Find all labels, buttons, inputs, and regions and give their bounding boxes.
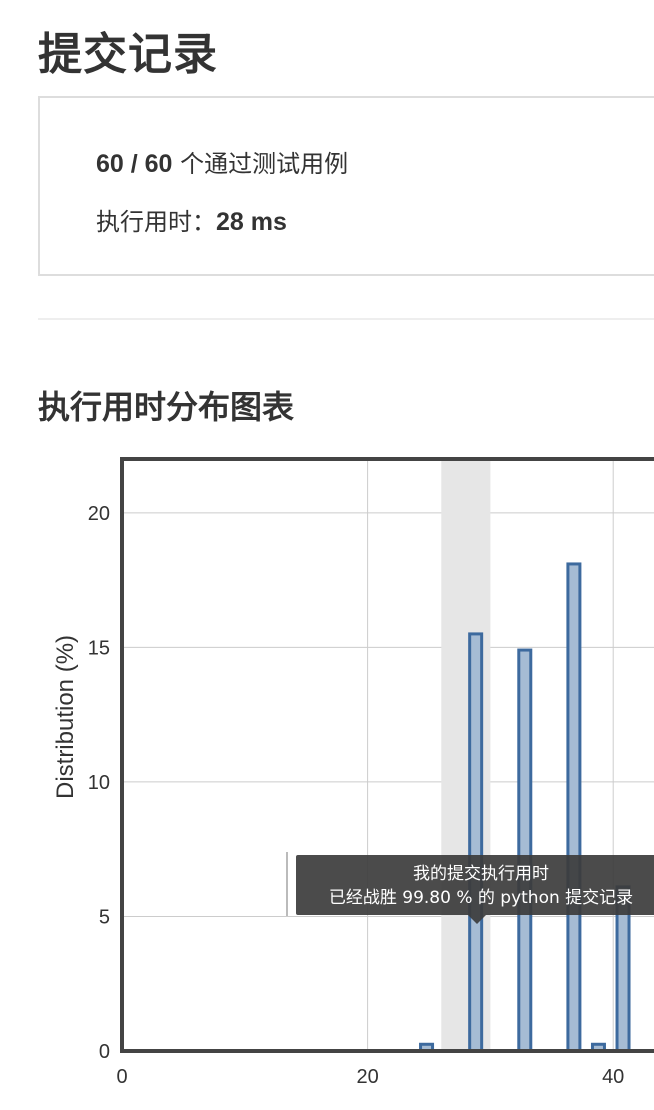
x-tick-label: 40 bbox=[602, 1066, 624, 1088]
plot-frame bbox=[120, 457, 654, 1053]
passed-suffix: 个通过测试用例 bbox=[172, 150, 349, 178]
section-divider bbox=[38, 318, 654, 320]
submission-result-panel: 60 / 60 个通过测试用例 执行用时：28 ms bbox=[38, 96, 654, 276]
y-tick-label: 15 bbox=[88, 637, 110, 659]
runtime-distribution-chart: 0 5 10 15 20 0 20 40 Distribution (%) bbox=[0, 440, 654, 1110]
y-axis-title: Distribution (%) bbox=[52, 635, 79, 799]
y-tick-label: 0 bbox=[99, 1041, 110, 1063]
y-tick-label: 5 bbox=[99, 906, 110, 928]
passed-count: 60 / 60 bbox=[96, 150, 173, 178]
runtime-label: 执行用时： bbox=[96, 208, 216, 236]
y-tick-label: 20 bbox=[88, 503, 110, 525]
distribution-bar[interactable] bbox=[517, 648, 533, 1053]
runtime-value: 28 ms bbox=[216, 208, 287, 236]
tooltip-edge bbox=[286, 852, 298, 916]
chart-section-title: 执行用时分布图表 bbox=[38, 388, 295, 426]
x-tick-label: 0 bbox=[116, 1066, 127, 1088]
runtime-tooltip: 我的提交执行用时 已经战胜 99.80 % 的 python 提交记录 bbox=[296, 855, 654, 915]
test-cases-summary: 60 / 60 个通过测试用例 bbox=[96, 144, 348, 179]
tick-layer: 0 5 10 15 20 0 20 40 bbox=[88, 503, 625, 1088]
runtime-summary: 执行用时：28 ms bbox=[96, 202, 287, 237]
page-title: 提交记录 bbox=[38, 29, 218, 80]
chart-svg: 0 5 10 15 20 0 20 40 Distribution (%) bbox=[52, 457, 654, 1088]
distribution-bar[interactable] bbox=[566, 562, 582, 1053]
distribution-bar[interactable] bbox=[468, 632, 484, 1053]
tooltip-line-1: 我的提交执行用时 bbox=[413, 864, 549, 884]
y-tick-label: 10 bbox=[88, 772, 110, 794]
tooltip-line-2: 已经战胜 99.80 % 的 python 提交记录 bbox=[328, 888, 634, 908]
x-tick-label: 20 bbox=[356, 1066, 378, 1088]
tooltip-arrow bbox=[468, 915, 486, 924]
grid-layer bbox=[122, 459, 654, 1051]
